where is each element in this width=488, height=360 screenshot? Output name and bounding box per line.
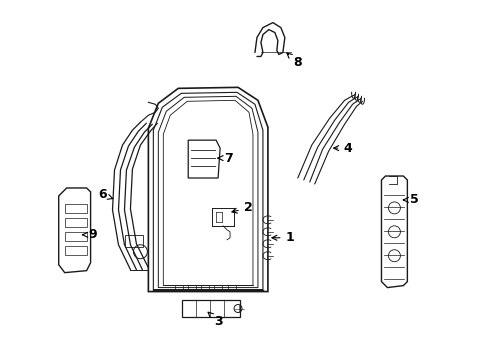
Bar	[182, 300, 240, 318]
Bar	[64, 232, 86, 241]
Bar	[64, 204, 86, 213]
Text: 8: 8	[286, 53, 302, 69]
Bar	[64, 246, 86, 255]
Text: 2: 2	[231, 201, 252, 215]
Bar	[125, 235, 143, 247]
Text: 4: 4	[333, 141, 351, 155]
Text: 9: 9	[82, 228, 97, 241]
Bar	[227, 285, 236, 289]
Text: 7: 7	[217, 152, 232, 165]
Text: 1: 1	[271, 231, 294, 244]
Bar	[175, 285, 183, 289]
Text: 5: 5	[403, 193, 418, 206]
Text: 6: 6	[98, 188, 113, 202]
Bar	[201, 285, 209, 289]
Bar	[188, 285, 196, 289]
Bar	[64, 218, 86, 227]
Text: 3: 3	[208, 312, 222, 328]
Bar	[214, 285, 222, 289]
